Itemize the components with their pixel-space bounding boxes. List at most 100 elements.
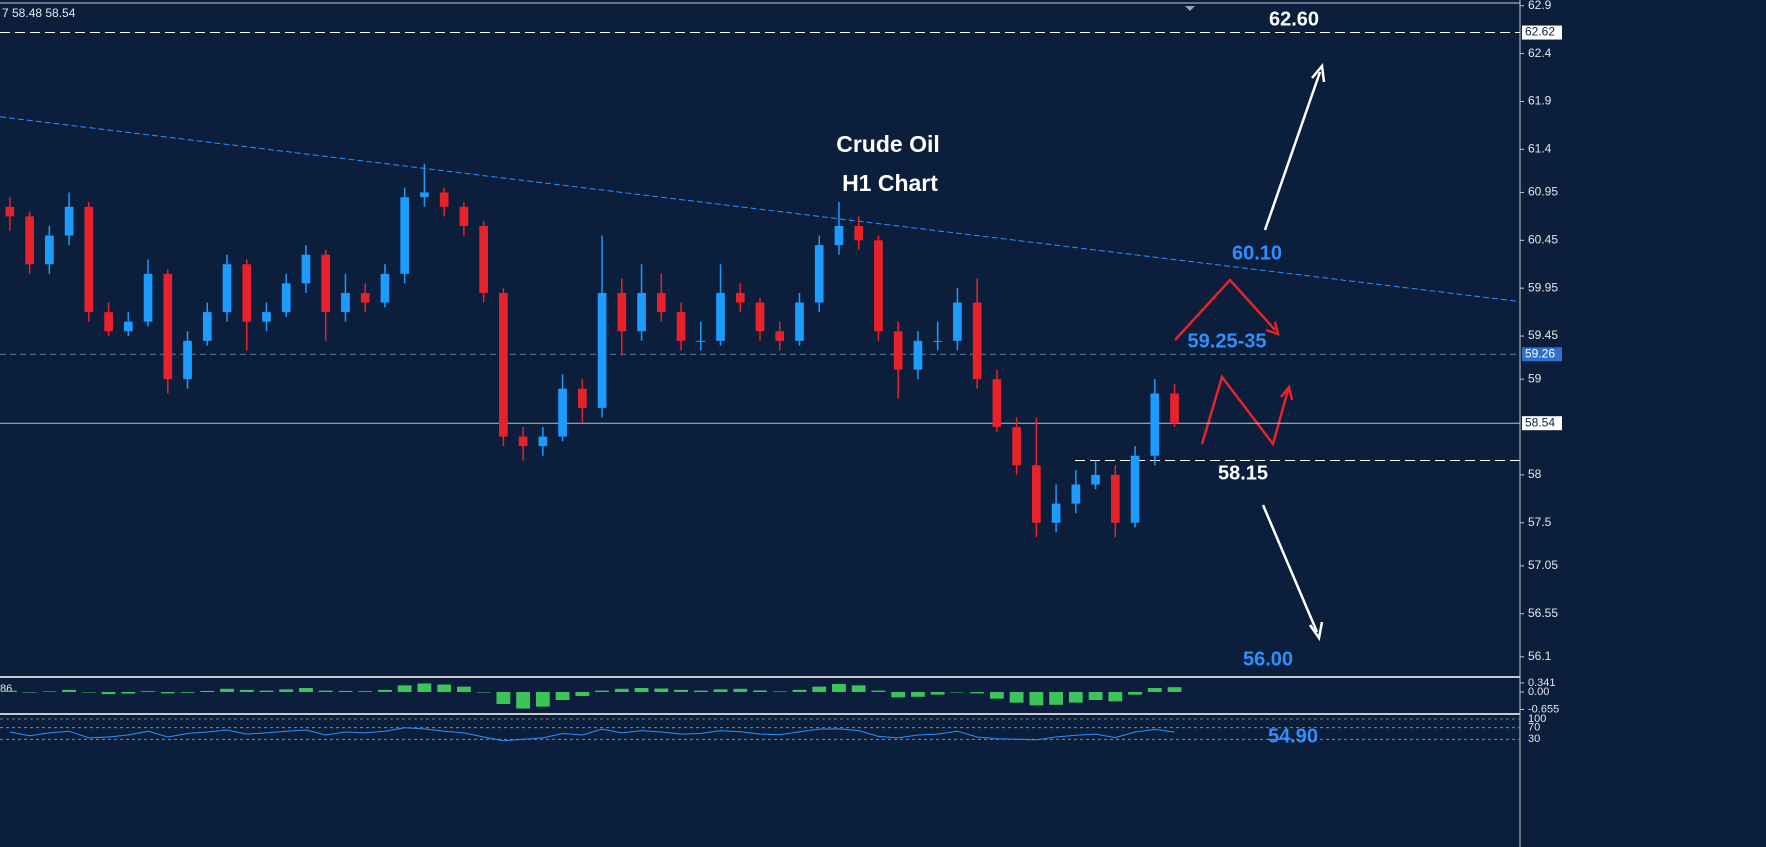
y-tick-label: 59.45 [1528, 328, 1558, 342]
macd-bar [595, 690, 609, 692]
y-tick-label: 57.5 [1528, 515, 1552, 529]
price-tag-label: 58.54 [1525, 415, 1555, 429]
candle-body [222, 264, 232, 313]
macd-bar [871, 690, 886, 692]
candle-body [420, 192, 429, 198]
macd-bar [180, 692, 195, 693]
candle-body [163, 273, 173, 380]
macd-bar [832, 684, 846, 692]
y-tick-label: 62.4 [1528, 46, 1552, 60]
price-tag-label: 59.26 [1525, 346, 1555, 360]
candle-body [972, 302, 982, 380]
candle-body [755, 302, 765, 332]
macd-bar [2, 690, 17, 692]
rsi-label: 54.90 [1268, 725, 1318, 747]
candle-body [913, 340, 923, 370]
macd-bar [160, 692, 175, 694]
macd-bar [1128, 692, 1142, 695]
macd-bar [930, 692, 945, 695]
candle-body [459, 206, 469, 226]
macd-bar [1147, 688, 1162, 692]
y-tick-label: 59 [1528, 371, 1542, 385]
macd-bar [812, 686, 827, 692]
macd-bar [911, 692, 925, 697]
candle-body [933, 340, 943, 342]
candle-body [499, 292, 508, 437]
arrow-head [1311, 62, 1326, 83]
macd-bar [358, 691, 373, 692]
candle-body [992, 379, 1002, 428]
target-label: 62.60 [1269, 8, 1319, 30]
candle-body [775, 331, 785, 341]
macd-bar [279, 689, 294, 692]
candle-body [1130, 455, 1140, 523]
candle-body [617, 292, 627, 332]
candle-body [202, 312, 212, 341]
macd-tick-label: -0.655 [1528, 703, 1559, 715]
resistance-label: 60.10 [1232, 242, 1282, 264]
macd-bar [634, 688, 649, 692]
candle-body [123, 321, 133, 332]
rsi-tick-label: 30 [1528, 733, 1540, 745]
candle-body [400, 197, 410, 274]
candle-body [143, 273, 153, 322]
y-tick-label: 58 [1528, 467, 1542, 481]
up-arrow [1263, 71, 1322, 231]
candle-body [242, 264, 252, 322]
macd-bar [970, 692, 985, 694]
candle-body [64, 206, 74, 236]
candle-body [637, 292, 646, 332]
candle-body [953, 302, 962, 341]
y-tick-label: 59.95 [1528, 280, 1558, 294]
candle-body [262, 312, 271, 322]
candle-body [341, 292, 350, 313]
macd-bar [496, 692, 511, 704]
rsi-line [9, 727, 1175, 742]
macd-bar [299, 688, 313, 692]
candle-body [183, 340, 192, 380]
macd-bar [950, 692, 965, 693]
macd-bar [220, 688, 234, 692]
candle-body [321, 254, 331, 313]
candle-body [558, 388, 567, 437]
candle-body [538, 436, 548, 447]
macd-bar [101, 692, 116, 695]
macd-bar [693, 690, 708, 692]
candle-body [439, 192, 449, 207]
candle-body [380, 273, 390, 303]
price-tag-label: 62.62 [1525, 25, 1555, 39]
macd-bar [1068, 692, 1083, 703]
candle-body [301, 254, 311, 284]
macd-bar [378, 689, 392, 692]
macd-bar [259, 690, 274, 692]
macd-bar [239, 689, 254, 692]
candle-body [1032, 465, 1041, 523]
macd-bar [1029, 692, 1044, 706]
macd-bar [772, 691, 787, 692]
macd-bar [1167, 687, 1182, 692]
macd-bar [989, 692, 1004, 699]
macd-tick-label: 0.341 [1528, 677, 1556, 689]
candle-body [1150, 393, 1160, 456]
macd-bar [1088, 692, 1103, 700]
chart-subtitle: H1 Chart [842, 170, 938, 196]
arrow-head [1308, 621, 1324, 642]
macd-bar [42, 691, 57, 692]
macd-bar [476, 692, 491, 693]
macd-bar [851, 685, 866, 692]
candle-body [696, 340, 706, 342]
macd-bar [22, 692, 37, 693]
candle-body [360, 292, 370, 303]
y-tick-label: 61.9 [1528, 94, 1552, 108]
candle-body [716, 292, 725, 341]
rsi-tick-label: 70 [1528, 722, 1540, 734]
macd-bar [516, 692, 531, 709]
macd-bar [141, 691, 155, 692]
macd-bar [437, 684, 452, 692]
candle-body [518, 436, 528, 447]
macd-bar [338, 690, 353, 692]
macd-bar [1049, 692, 1064, 705]
y-tick-label: 61.4 [1528, 142, 1552, 156]
y-tick-label: 60.45 [1528, 232, 1558, 246]
